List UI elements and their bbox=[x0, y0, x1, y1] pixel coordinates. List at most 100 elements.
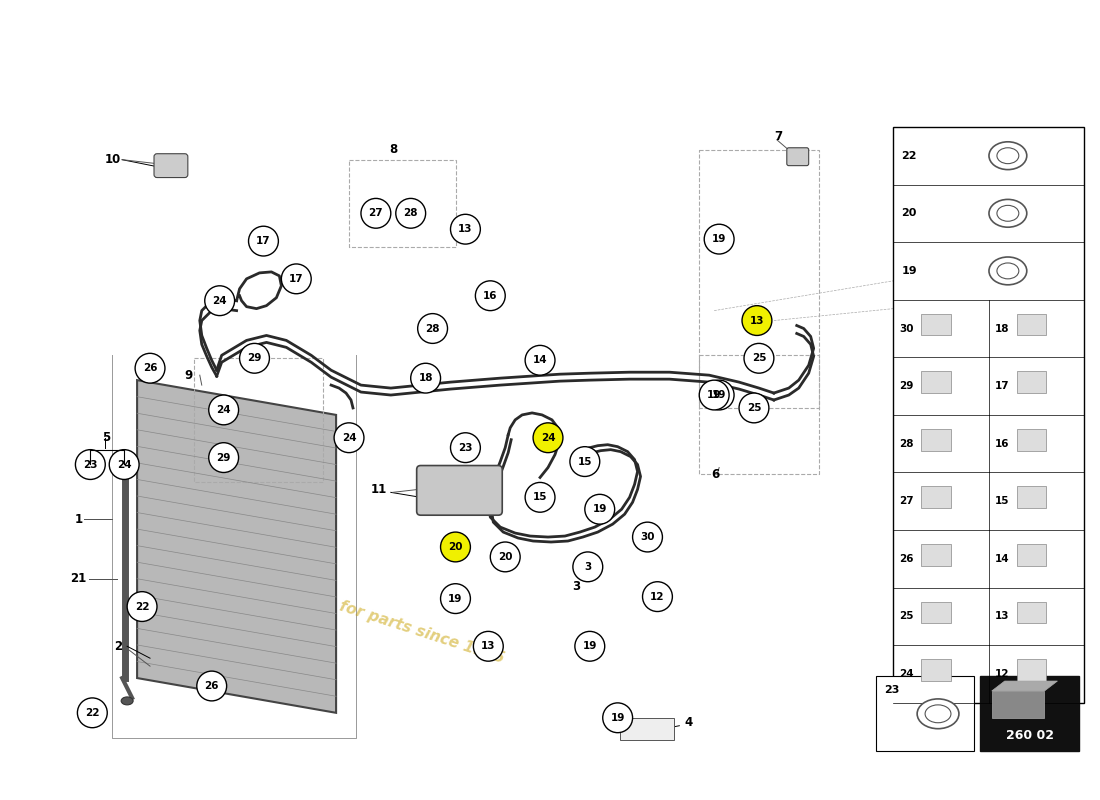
Circle shape bbox=[704, 380, 734, 410]
Text: 15: 15 bbox=[994, 496, 1009, 506]
Bar bbox=[700, 355, 818, 474]
Text: 23: 23 bbox=[459, 442, 473, 453]
Circle shape bbox=[585, 494, 615, 524]
Text: 17: 17 bbox=[256, 236, 271, 246]
Circle shape bbox=[491, 542, 520, 572]
Text: 23: 23 bbox=[884, 685, 900, 695]
Circle shape bbox=[209, 442, 239, 473]
Text: 24: 24 bbox=[342, 433, 356, 442]
Bar bbox=[1016, 429, 1046, 450]
Ellipse shape bbox=[989, 142, 1026, 170]
Text: 13: 13 bbox=[481, 642, 496, 651]
FancyBboxPatch shape bbox=[417, 466, 503, 515]
Text: 27: 27 bbox=[368, 208, 383, 218]
Bar bbox=[1016, 314, 1046, 335]
Polygon shape bbox=[992, 691, 1045, 718]
Circle shape bbox=[573, 552, 603, 582]
Bar bbox=[921, 544, 952, 566]
Text: 25: 25 bbox=[751, 354, 767, 363]
Circle shape bbox=[197, 671, 227, 701]
Circle shape bbox=[410, 363, 441, 393]
Text: 22: 22 bbox=[135, 602, 150, 611]
Text: 23: 23 bbox=[84, 459, 98, 470]
Text: 5: 5 bbox=[102, 431, 110, 444]
Circle shape bbox=[475, 281, 505, 310]
Circle shape bbox=[361, 198, 390, 228]
Text: 24: 24 bbox=[541, 433, 556, 442]
FancyBboxPatch shape bbox=[786, 148, 808, 166]
Bar bbox=[1016, 544, 1046, 566]
Circle shape bbox=[209, 395, 239, 425]
Text: 29: 29 bbox=[248, 354, 262, 363]
Text: 20: 20 bbox=[498, 552, 513, 562]
Circle shape bbox=[739, 393, 769, 423]
Circle shape bbox=[744, 343, 774, 373]
Text: 27: 27 bbox=[899, 496, 914, 506]
Text: 10: 10 bbox=[104, 153, 121, 166]
Circle shape bbox=[334, 423, 364, 453]
Bar bbox=[921, 314, 952, 335]
Text: 17: 17 bbox=[994, 381, 1010, 391]
Text: 8: 8 bbox=[388, 143, 397, 156]
Circle shape bbox=[700, 380, 729, 410]
Text: 29: 29 bbox=[217, 453, 231, 462]
Text: 24: 24 bbox=[899, 669, 914, 679]
Text: 12: 12 bbox=[994, 669, 1009, 679]
Bar bbox=[921, 429, 952, 450]
Text: 4: 4 bbox=[684, 716, 693, 730]
Circle shape bbox=[441, 532, 471, 562]
Text: 21: 21 bbox=[70, 572, 87, 586]
Text: 11: 11 bbox=[371, 483, 387, 496]
Ellipse shape bbox=[121, 697, 133, 705]
Bar bbox=[700, 150, 818, 408]
Circle shape bbox=[135, 354, 165, 383]
Circle shape bbox=[249, 226, 278, 256]
Bar bbox=[921, 486, 952, 508]
Circle shape bbox=[570, 446, 600, 477]
Bar bbox=[921, 659, 952, 681]
Text: 9: 9 bbox=[185, 369, 194, 382]
Bar bbox=[1016, 602, 1046, 623]
Ellipse shape bbox=[997, 263, 1019, 279]
Text: 13: 13 bbox=[459, 224, 473, 234]
Text: 28: 28 bbox=[426, 323, 440, 334]
Text: 19: 19 bbox=[610, 713, 625, 722]
Ellipse shape bbox=[997, 148, 1019, 164]
Text: 26: 26 bbox=[899, 554, 914, 564]
Bar bbox=[921, 371, 952, 393]
Text: 14: 14 bbox=[994, 554, 1010, 564]
Bar bbox=[893, 127, 1085, 703]
Circle shape bbox=[451, 214, 481, 244]
Text: 1: 1 bbox=[75, 513, 82, 526]
Circle shape bbox=[525, 346, 556, 375]
Circle shape bbox=[603, 703, 632, 733]
Text: 19: 19 bbox=[901, 266, 916, 276]
Text: 16: 16 bbox=[994, 438, 1009, 449]
Text: 7: 7 bbox=[774, 130, 782, 143]
Circle shape bbox=[109, 450, 139, 479]
Text: 22: 22 bbox=[85, 708, 100, 718]
FancyBboxPatch shape bbox=[154, 154, 188, 178]
Ellipse shape bbox=[989, 199, 1026, 227]
Text: 15: 15 bbox=[578, 457, 592, 466]
Bar bbox=[619, 718, 674, 740]
Circle shape bbox=[742, 306, 772, 335]
Text: 13: 13 bbox=[994, 611, 1009, 622]
Text: a passion for parts since 1985: a passion for parts since 1985 bbox=[255, 571, 506, 666]
Text: 12: 12 bbox=[650, 592, 664, 602]
Text: 29: 29 bbox=[899, 381, 914, 391]
Polygon shape bbox=[992, 681, 1057, 691]
Polygon shape bbox=[138, 380, 337, 713]
Text: 26: 26 bbox=[205, 681, 219, 691]
Text: 28: 28 bbox=[404, 208, 418, 218]
Ellipse shape bbox=[989, 257, 1026, 285]
Text: 2: 2 bbox=[114, 640, 122, 653]
Text: 30: 30 bbox=[899, 323, 914, 334]
Circle shape bbox=[205, 286, 234, 315]
Bar bbox=[1016, 486, 1046, 508]
Circle shape bbox=[632, 522, 662, 552]
Circle shape bbox=[451, 433, 481, 462]
Text: 30: 30 bbox=[640, 532, 654, 542]
Bar bbox=[921, 602, 952, 623]
Text: 3: 3 bbox=[584, 562, 592, 572]
